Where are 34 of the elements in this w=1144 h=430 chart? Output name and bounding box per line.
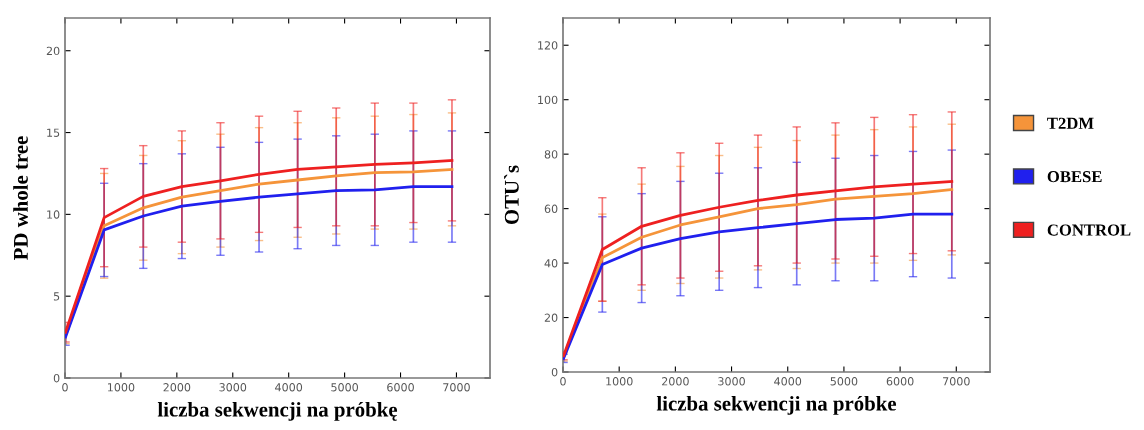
- x-tick-label: 7000: [443, 383, 470, 392]
- x-tick-label: 0: [62, 383, 68, 392]
- x-tick-label: 5000: [331, 383, 359, 392]
- y-tick-label: 80: [544, 150, 558, 159]
- x-tick-label: 1000: [108, 383, 135, 392]
- x-tick-label: 5000: [830, 377, 858, 386]
- x-tick-label: 1000: [606, 377, 633, 386]
- y-tick-label: 10: [47, 210, 60, 219]
- y-axis-title: OTU`s: [504, 165, 519, 225]
- y-tick-label: 100: [538, 95, 558, 105]
- y-axis-title: PD whole tree: [13, 136, 28, 260]
- y-tick-label: 5: [53, 292, 60, 301]
- x-tick-label: 6000: [886, 377, 914, 386]
- y-tick-label: 40: [544, 259, 558, 268]
- legend-label: CONTROL: [1047, 224, 1131, 236]
- x-axis-title: liczba sekwencji na próbkę: [157, 401, 398, 421]
- legend-label: OBESE: [1047, 171, 1102, 183]
- x-tick-label: 0: [560, 377, 566, 386]
- y-tick-label: 20: [46, 46, 60, 56]
- y-tick-label: 0: [551, 367, 558, 377]
- x-axis-title: liczba sekwencji na próbke: [656, 395, 897, 415]
- x-tick-label: 6000: [387, 383, 414, 392]
- y-tick-label: 20: [544, 313, 558, 322]
- x-tick-label: 7000: [943, 377, 970, 386]
- x-tick-label: 2000: [662, 377, 689, 386]
- y-tick-label: 120: [538, 41, 558, 50]
- legend-label: T2DM: [1047, 117, 1094, 129]
- y-tick-label: 15: [47, 128, 60, 137]
- x-tick-label: 3000: [219, 383, 247, 392]
- x-tick-label: 4000: [275, 383, 303, 392]
- x-tick-label: 2000: [163, 383, 191, 392]
- x-tick-label: 3000: [718, 377, 745, 386]
- y-tick-label: 60: [544, 204, 558, 213]
- x-tick-label: 4000: [774, 377, 802, 386]
